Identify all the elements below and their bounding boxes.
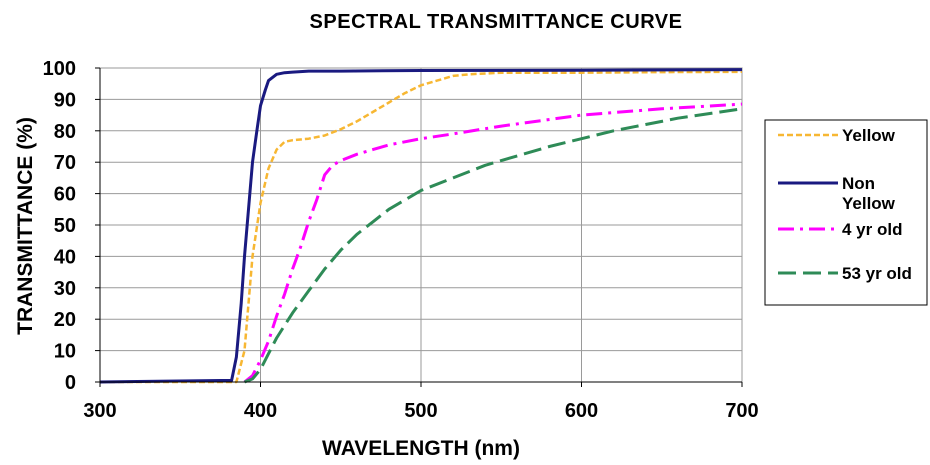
y-tick-label: 60	[54, 184, 76, 206]
series-lines	[99, 68, 743, 384]
y-tick-label: 10	[54, 341, 76, 363]
y-tick-label: 80	[54, 121, 76, 143]
legend-label-non-yellow: Non Yellow	[842, 174, 896, 213]
plot-area	[99, 67, 743, 384]
y-tick-label: 20	[54, 309, 76, 331]
x-tick-label: 400	[244, 400, 277, 422]
y-tick-label: 0	[65, 372, 76, 394]
legend: Yellow Non Yellow 4 yr old 53 yr old	[764, 119, 928, 306]
y-tick-label: 40	[54, 246, 76, 268]
series-line-yellow	[100, 70, 743, 384]
y-tick-label: 100	[43, 58, 76, 80]
x-tick-labels: 300 400 500 600 700	[83, 382, 759, 422]
y-tick-label: 90	[54, 89, 76, 111]
x-axis-title: WAVELENGTH (nm)	[322, 437, 520, 460]
grid-lines	[100, 67, 743, 382]
series-line-53-yr-old	[243, 107, 743, 384]
y-tick-label: 30	[54, 278, 76, 300]
x-tick-label: 500	[404, 400, 437, 422]
legend-label-53-yr-old: 53 yr old	[842, 264, 912, 283]
y-axis-title: TRANSMITTANCE (%)	[14, 117, 37, 335]
x-tick-label: 300	[83, 400, 116, 422]
legend-label-yellow: Yellow	[842, 126, 896, 145]
x-tick-label: 600	[565, 400, 598, 422]
series-line-non-yellow	[99, 68, 743, 384]
series-line-4-yr-old	[243, 102, 743, 384]
x-tick-label: 700	[725, 400, 758, 422]
y-tick-labels: 0 10 20 30 40 50 60 70 80 90 100	[43, 58, 100, 394]
y-tick-label: 70	[54, 152, 76, 174]
legend-label-4-yr-old: 4 yr old	[842, 220, 902, 239]
y-tick-label: 50	[54, 215, 76, 237]
chart-title: SPECTRAL TRANSMITTANCE CURVE	[310, 11, 683, 33]
